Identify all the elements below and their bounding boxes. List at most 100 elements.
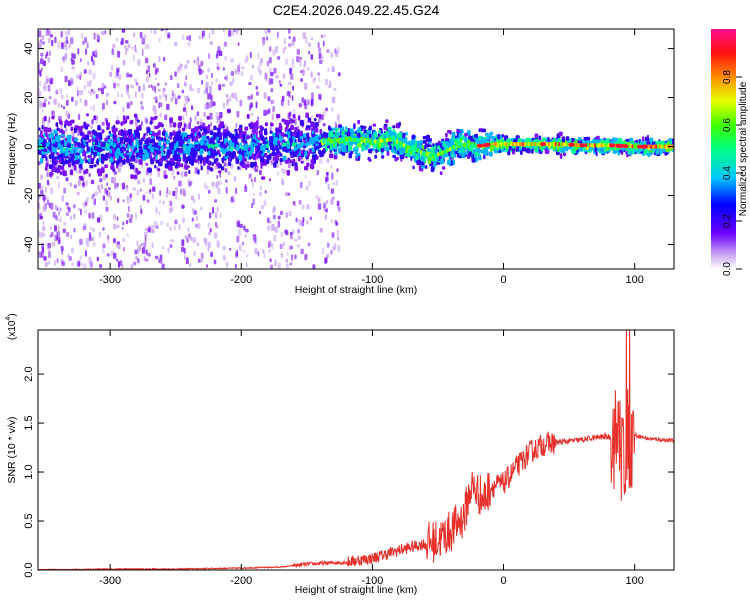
noise-cell	[230, 71, 234, 76]
noise-cell	[203, 111, 206, 117]
noise-cell	[115, 186, 118, 190]
noise-cell	[67, 29, 71, 36]
band-cell	[95, 146, 99, 151]
noise-cell	[151, 242, 154, 248]
noise-cell	[50, 159, 52, 163]
noise-cell	[200, 60, 204, 67]
band-cell	[389, 145, 392, 150]
noise-cell	[98, 231, 101, 238]
band-cell	[275, 128, 279, 133]
noise-cell	[336, 229, 340, 236]
noise-cell	[154, 255, 159, 260]
noise-cell	[265, 31, 268, 37]
noise-cell	[229, 96, 232, 102]
snr-y-axis-label: SNR (10 * v/v)	[6, 416, 18, 483]
noise-cell	[139, 31, 143, 39]
colorbar-tick-label: 0.8	[722, 70, 733, 84]
y-tick-label: 1.5	[23, 415, 35, 430]
noise-cell	[86, 180, 88, 187]
noise-cell	[225, 179, 228, 183]
peak-cell	[615, 143, 622, 148]
noise-cell	[273, 206, 276, 212]
noise-cell	[69, 77, 73, 82]
noise-cell	[270, 71, 274, 77]
noise-cell	[65, 36, 68, 44]
noise-cell	[116, 216, 119, 221]
noise-cell	[171, 90, 174, 97]
noise-cell	[122, 106, 125, 113]
band-cell	[100, 153, 105, 160]
band-cell	[163, 156, 167, 161]
band-cell	[244, 143, 249, 150]
band-cell	[272, 147, 276, 152]
noise-cell	[181, 239, 185, 246]
band-cell	[113, 142, 117, 147]
band-cell	[209, 130, 214, 135]
noise-cell	[153, 109, 157, 115]
noise-cell	[38, 202, 40, 209]
noise-cell	[312, 78, 315, 84]
noise-cell	[101, 183, 103, 190]
noise-cell	[254, 248, 258, 255]
colorbar-gradient	[711, 29, 736, 269]
noise-cell	[63, 222, 67, 226]
noise-cell	[195, 223, 198, 228]
band-cell	[256, 120, 259, 126]
noise-cell	[249, 103, 254, 108]
noise-cell	[47, 120, 49, 127]
band-cell	[51, 115, 55, 120]
noise-cell	[125, 48, 127, 55]
band-cell	[182, 143, 186, 147]
noise-cell	[270, 99, 274, 104]
band-cell	[86, 113, 89, 117]
noise-cell	[225, 186, 228, 194]
noise-cell	[89, 91, 92, 96]
band-cell	[392, 128, 395, 133]
noise-cell	[280, 210, 283, 216]
noise-cell	[248, 82, 252, 86]
noise-cell	[189, 180, 193, 186]
noise-cell	[45, 31, 49, 36]
noise-cell	[104, 30, 107, 35]
band-cell	[79, 159, 84, 164]
band-cell	[211, 162, 214, 166]
noise-cell	[73, 213, 76, 220]
band-cell	[53, 166, 57, 171]
noise-cell	[44, 262, 48, 267]
noise-cell	[217, 187, 221, 195]
noise-cell	[106, 99, 108, 106]
noise-cell	[325, 171, 329, 176]
noise-cell	[76, 89, 79, 97]
band-cell	[246, 163, 250, 168]
band-cell	[383, 125, 386, 130]
band-cell	[263, 144, 267, 148]
noise-cell	[56, 258, 59, 264]
noise-cell	[105, 206, 109, 212]
noise-cell	[145, 249, 148, 255]
noise-cell	[113, 238, 116, 243]
band-cell	[375, 148, 378, 154]
noise-cell	[62, 58, 66, 63]
noise-cell	[146, 76, 149, 83]
noise-cell	[101, 121, 105, 126]
noise-cell	[79, 97, 82, 103]
noise-cell	[77, 261, 81, 267]
noise-cell	[117, 168, 120, 173]
noise-cell	[196, 58, 200, 66]
noise-cell	[223, 29, 225, 33]
snr-x-ticks: -300 -200 -100 0 100	[99, 330, 644, 587]
noise-cell	[188, 263, 192, 267]
noise-cell	[326, 49, 330, 53]
noise-cell	[91, 212, 95, 219]
noise-cell	[288, 43, 292, 47]
noise-cell	[60, 66, 64, 73]
band-cell	[357, 155, 361, 161]
band-cell	[228, 156, 231, 163]
band-cell	[471, 157, 476, 163]
noise-cell	[273, 214, 276, 220]
band-cell	[649, 137, 654, 144]
noise-cell	[70, 234, 72, 240]
noise-cell	[318, 47, 321, 53]
band-cell	[259, 125, 263, 130]
band-cell	[618, 137, 623, 144]
